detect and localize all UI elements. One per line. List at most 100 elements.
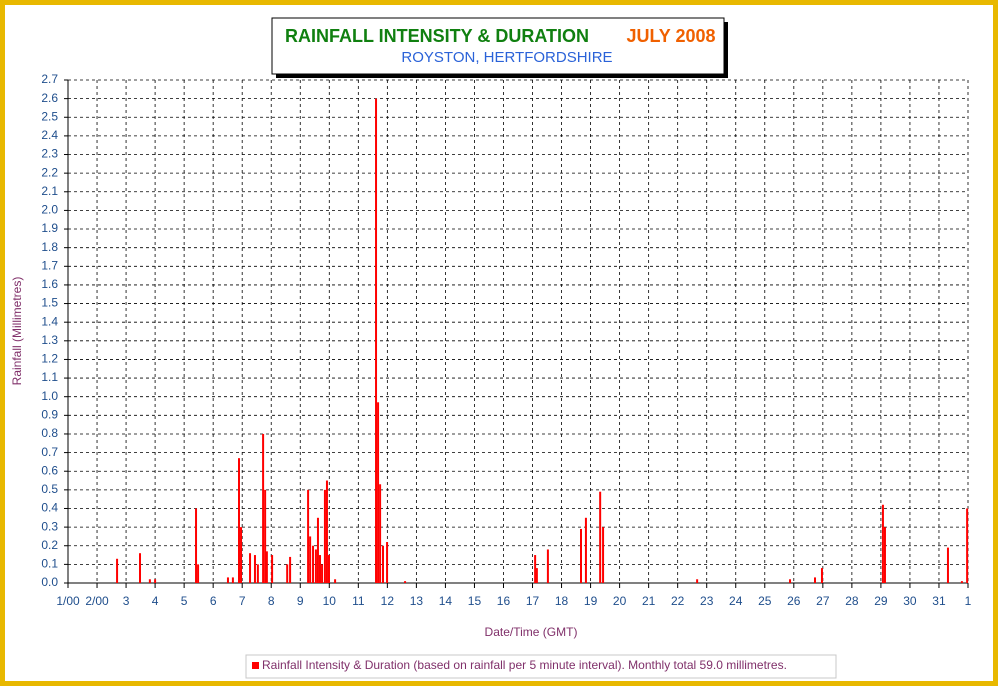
bar bbox=[316, 517, 319, 583]
x-tick-label: 27 bbox=[816, 594, 830, 608]
y-tick-label: 1.0 bbox=[41, 389, 58, 403]
bar bbox=[534, 555, 537, 583]
bar bbox=[379, 484, 382, 583]
bar bbox=[286, 564, 289, 583]
x-tick-label: 6 bbox=[210, 594, 217, 608]
bar bbox=[307, 489, 310, 583]
bar bbox=[264, 489, 267, 583]
x-tick-label: 8 bbox=[268, 594, 275, 608]
bar bbox=[696, 579, 699, 583]
bar bbox=[599, 491, 602, 583]
x-tick-label: 7 bbox=[239, 594, 246, 608]
bar bbox=[148, 579, 151, 583]
y-tick-label: 0.7 bbox=[41, 445, 58, 459]
bar bbox=[883, 527, 886, 583]
bar bbox=[377, 402, 380, 583]
bar bbox=[289, 556, 292, 583]
x-tick-label: 25 bbox=[758, 594, 772, 608]
bar bbox=[139, 553, 141, 583]
y-tick-label: 2.3 bbox=[41, 147, 58, 161]
y-tick-label: 1.1 bbox=[41, 370, 58, 384]
bar bbox=[195, 508, 198, 583]
y-axis-label: Rainfall (Millimetres) bbox=[10, 277, 24, 386]
bar bbox=[323, 489, 326, 583]
bar bbox=[197, 564, 200, 583]
y-tick-label: 2.0 bbox=[41, 203, 58, 217]
bar bbox=[312, 545, 315, 583]
bar bbox=[154, 579, 157, 583]
bar bbox=[404, 581, 407, 583]
bar bbox=[584, 517, 587, 583]
x-tick-label: 15 bbox=[468, 594, 482, 608]
bar bbox=[249, 553, 252, 583]
y-tick-label: 0.5 bbox=[41, 482, 58, 496]
x-tick-label: 30 bbox=[903, 594, 917, 608]
bar bbox=[602, 527, 605, 583]
bar bbox=[960, 581, 963, 583]
y-tick-label: 2.1 bbox=[41, 184, 58, 198]
x-tick-label: 19 bbox=[584, 594, 598, 608]
chart-subtitle: ROYSTON, HERTFORDSHIRE bbox=[401, 49, 612, 66]
bar bbox=[375, 98, 378, 583]
title-box bbox=[271, 17, 725, 75]
x-axis-label: Date/Time (GMT) bbox=[485, 625, 578, 639]
bar bbox=[321, 564, 324, 583]
y-tick-label: 2.5 bbox=[41, 109, 58, 123]
x-tick-label: 24 bbox=[729, 594, 743, 608]
x-tick-label: 20 bbox=[613, 594, 627, 608]
bar bbox=[580, 528, 582, 583]
x-tick-label: 4 bbox=[152, 594, 159, 608]
x-tick-label: 22 bbox=[671, 594, 685, 608]
y-tick-label: 0.3 bbox=[41, 519, 58, 533]
bar bbox=[319, 555, 321, 583]
bar bbox=[314, 549, 317, 583]
y-tick-label: 1.4 bbox=[41, 314, 58, 328]
x-tick-label: 10 bbox=[323, 594, 337, 608]
y-tick-label: 0.6 bbox=[41, 463, 58, 477]
y-tick-label: 0.8 bbox=[41, 426, 58, 440]
bar bbox=[253, 555, 256, 583]
y-tick-label: 1.6 bbox=[41, 277, 58, 291]
bar bbox=[116, 558, 119, 583]
x-tick-label: 12 bbox=[381, 594, 395, 608]
plot-background bbox=[68, 80, 968, 583]
bar bbox=[386, 542, 389, 583]
y-tick-label: 1.2 bbox=[41, 352, 58, 366]
bar bbox=[966, 508, 969, 583]
y-tick-label: 0.9 bbox=[41, 408, 58, 422]
x-tick-label: 28 bbox=[845, 594, 859, 608]
legend-swatch bbox=[252, 662, 259, 669]
x-tick-label: 2/00 bbox=[85, 594, 109, 608]
bar bbox=[325, 480, 328, 583]
x-tick-label: 1/00 bbox=[56, 594, 80, 608]
bar bbox=[814, 577, 816, 583]
x-tick-label: 17 bbox=[526, 594, 540, 608]
y-tick-label: 1.7 bbox=[41, 258, 58, 272]
x-tick-label: 9 bbox=[297, 594, 304, 608]
x-tick-label: 3 bbox=[123, 594, 130, 608]
legend-label: Rainfall Intensity & Duration (based on … bbox=[262, 658, 787, 672]
bar bbox=[334, 579, 337, 583]
bar bbox=[226, 577, 229, 583]
chart-period: JULY 2008 bbox=[626, 26, 715, 46]
bar bbox=[240, 527, 243, 583]
bar bbox=[271, 555, 274, 583]
bar bbox=[820, 568, 823, 583]
x-tick-label: 29 bbox=[874, 594, 888, 608]
y-tick-label: 1.8 bbox=[41, 240, 58, 254]
bar bbox=[535, 568, 538, 583]
bar bbox=[546, 549, 549, 583]
x-tick-label: 14 bbox=[439, 594, 453, 608]
legend-box bbox=[245, 654, 837, 679]
y-tick-label: 2.6 bbox=[41, 91, 58, 105]
bar bbox=[946, 547, 949, 583]
y-tick-label: 0.4 bbox=[41, 501, 58, 515]
x-tick-label: 26 bbox=[787, 594, 801, 608]
y-tick-label: 1.5 bbox=[41, 296, 58, 310]
bar bbox=[262, 433, 265, 583]
chart: RAINFALL INTENSITY & DURATION JULY 2008 … bbox=[10, 17, 972, 679]
x-tick-label: 1 bbox=[965, 594, 972, 608]
bar bbox=[231, 577, 234, 583]
y-tick-label: 2.4 bbox=[41, 128, 58, 142]
